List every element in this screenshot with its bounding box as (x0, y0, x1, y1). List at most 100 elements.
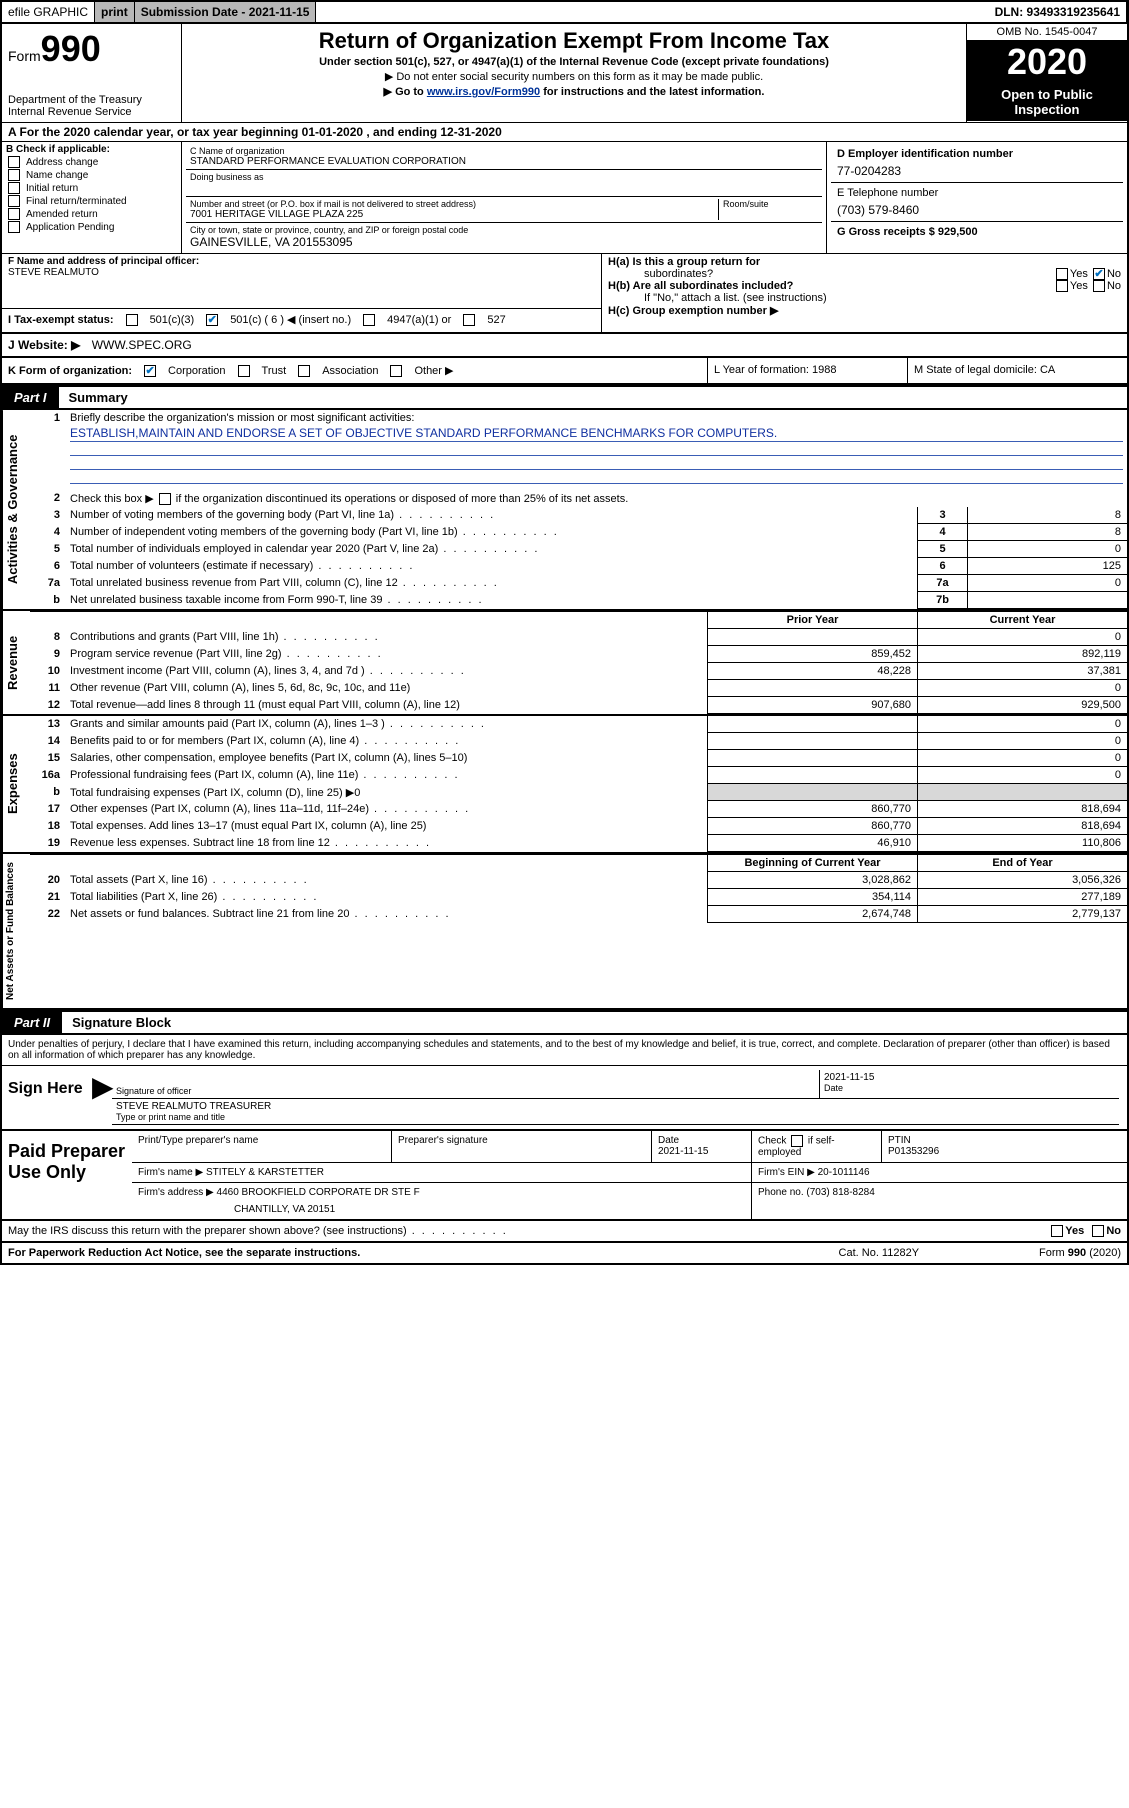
chk-amended[interactable] (8, 208, 20, 220)
col-eoy: End of Year (917, 855, 1127, 872)
firm-ein: 20-1011146 (818, 1167, 870, 1178)
chk-address-change[interactable] (8, 156, 20, 168)
subtitle-1: Under section 501(c), 527, or 4947(a)(1)… (188, 56, 960, 68)
chk-527[interactable] (463, 314, 475, 326)
chk-discuss-no[interactable] (1092, 1225, 1104, 1237)
dept-treasury: Department of the Treasury (8, 94, 175, 106)
chk-name-change[interactable] (8, 169, 20, 181)
website-value: WWW.SPEC.ORG (92, 338, 192, 352)
efile-label: efile GRAPHIC (2, 2, 95, 22)
line-4: Number of independent voting members of … (66, 524, 917, 541)
print-button[interactable]: print (95, 2, 135, 22)
line-7b: Net unrelated business taxable income fr… (66, 592, 917, 609)
chk-assoc[interactable] (298, 365, 310, 377)
sidebar-revenue: Revenue (2, 611, 30, 714)
line-3-value: 8 (967, 507, 1127, 524)
top-bar: efile GRAPHIC print Submission Date - 20… (0, 0, 1129, 24)
city-state-zip: GAINESVILLE, VA 201553095 (190, 235, 818, 249)
part-i-tab: Part I (2, 387, 59, 408)
submission-date: Submission Date - 2021-11-15 (135, 2, 317, 22)
officer-label: F Name and address of principal officer: (8, 256, 595, 267)
open-public: Open to PublicInspection (967, 83, 1127, 121)
sign-arrow-icon: ▶ (92, 1066, 112, 1129)
chk-initial-return[interactable] (8, 182, 20, 194)
ein-label: D Employer identification number (837, 148, 1117, 160)
prep-name-label: Print/Type preparer's name (132, 1131, 392, 1162)
line-1-mission: ESTABLISH,MAINTAIN AND ENDORSE A SET OF … (70, 426, 1123, 442)
ein-value: 77-0204283 (837, 164, 1117, 178)
omb-number: OMB No. 1545-0047 (967, 24, 1127, 41)
line-1-label: Briefly describe the organization's miss… (66, 410, 1127, 426)
state-domicile: M State of legal domicile: CA (907, 358, 1127, 383)
line-4-value: 8 (967, 524, 1127, 541)
room-label: Room/suite (723, 199, 818, 209)
sidebar-expenses: Expenses (2, 716, 30, 852)
chk-line2[interactable] (159, 493, 171, 505)
officer-name: STEVE REALMUTO (8, 267, 595, 278)
dln-label: DLN: 93493319235641 (989, 2, 1127, 22)
line-5-value: 0 (967, 541, 1127, 558)
chk-hb-no[interactable] (1093, 280, 1105, 292)
sig-officer-label: Signature of officer (116, 1086, 815, 1096)
form-org-label: K Form of organization: (8, 365, 132, 377)
tax-year: 2020 (967, 41, 1127, 83)
line-5: Total number of individuals employed in … (66, 541, 917, 558)
line-7a-value: 0 (967, 575, 1127, 592)
sidebar-governance: Activities & Governance (2, 410, 30, 609)
line-21: Total liabilities (Part X, line 26) (66, 889, 707, 906)
line-13: Grants and similar amounts paid (Part IX… (66, 716, 707, 733)
line-12: Total revenue—add lines 8 through 11 (mu… (66, 697, 707, 714)
chk-4947[interactable] (363, 314, 375, 326)
line-15: Salaries, other compensation, employee b… (66, 750, 707, 767)
subtitle-3: ▶ Go to www.irs.gov/Form990 for instruct… (188, 85, 960, 98)
line-7a: Total unrelated business revenue from Pa… (66, 575, 917, 592)
line-16a: Professional fundraising fees (Part IX, … (66, 767, 707, 784)
firm-addr2: CHANTILLY, VA 20151 (234, 1204, 745, 1215)
line-6-value: 125 (967, 558, 1127, 575)
line-22: Net assets or fund balances. Subtract li… (66, 906, 707, 923)
sign-here-label: Sign Here (2, 1066, 92, 1129)
hb-label: H(b) Are all subordinates included? (608, 280, 793, 292)
col-boy: Beginning of Current Year (707, 855, 917, 872)
chk-other[interactable] (390, 365, 402, 377)
col-current-year: Current Year (917, 612, 1127, 629)
chk-trust[interactable] (238, 365, 250, 377)
website-label: J Website: ▶ (8, 338, 80, 352)
paid-preparer-label: Paid Preparer Use Only (2, 1131, 132, 1219)
chk-app-pending[interactable] (8, 221, 20, 233)
subtitle-2: ▶ Do not enter social security numbers o… (188, 70, 960, 83)
addr-label: Number and street (or P.O. box if mail i… (190, 199, 718, 209)
form-title: Return of Organization Exempt From Incom… (188, 28, 960, 54)
row-a-tax-year: A For the 2020 calendar year, or tax yea… (2, 123, 1127, 142)
chk-501c3[interactable] (126, 314, 138, 326)
cat-no: Cat. No. 11282Y (839, 1247, 920, 1259)
year-formation: L Year of formation: 1988 (707, 358, 907, 383)
hb-note: If "No," attach a list. (see instruction… (644, 292, 1121, 304)
part-i-title: Summary (59, 385, 1127, 410)
chk-hb-yes[interactable] (1056, 280, 1068, 292)
line-3: Number of voting members of the governin… (66, 507, 917, 524)
tel-value: (703) 579-8460 (837, 203, 1117, 217)
line-7b-value (967, 592, 1127, 609)
org-name: STANDARD PERFORMANCE EVALUATION CORPORAT… (190, 156, 818, 167)
type-name-label: Type or print name and title (116, 1112, 1115, 1122)
chk-ha-yes[interactable] (1056, 268, 1068, 280)
firm-addr1: 4460 BROOKFIELD CORPORATE DR STE F (217, 1187, 420, 1198)
line-8: Contributions and grants (Part VIII, lin… (66, 629, 707, 646)
org-name-label: C Name of organization (190, 146, 818, 156)
chk-final-return[interactable] (8, 195, 20, 207)
chk-501c[interactable]: ✔ (206, 314, 218, 326)
irs-link[interactable]: www.irs.gov/Form990 (427, 86, 540, 98)
chk-corp[interactable]: ✔ (144, 365, 156, 377)
line-19: Revenue less expenses. Subtract line 18 … (66, 835, 707, 852)
gross-receipts: G Gross receipts $ 929,500 (837, 226, 978, 238)
line-9: Program service revenue (Part VIII, line… (66, 646, 707, 663)
chk-self-employed[interactable] (791, 1135, 803, 1147)
tel-label: E Telephone number (837, 187, 1117, 199)
firm-name: STITELY & KARSTETTER (206, 1167, 324, 1178)
chk-discuss-yes[interactable] (1051, 1225, 1063, 1237)
paperwork-notice: For Paperwork Reduction Act Notice, see … (8, 1247, 360, 1259)
firm-phone: (703) 818-8284 (806, 1187, 874, 1198)
chk-ha-no[interactable]: ✔ (1093, 268, 1105, 280)
ha-label: H(a) Is this a group return for (608, 256, 760, 268)
